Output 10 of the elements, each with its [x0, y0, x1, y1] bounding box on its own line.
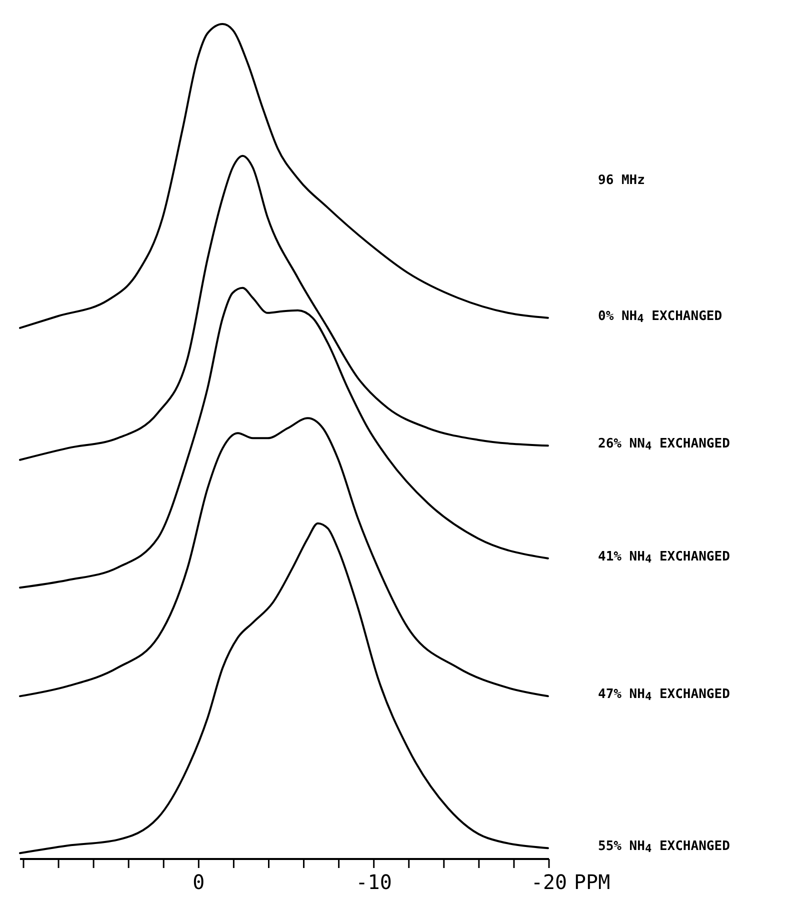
text: 26% NN$_{4}$ EXCHANGED [598, 436, 730, 452]
text: 47% NH$_{4}$ EXCHANGED [598, 686, 730, 703]
x-tick-label: 0 [192, 870, 205, 894]
x-tick-label: -20 [530, 870, 568, 894]
x-tick-label: -10 [356, 870, 392, 894]
text: 55% NH$_{4}$ EXCHANGED [598, 838, 730, 855]
x-axis-title: PPM [574, 870, 610, 894]
text: 41% NH$_{4}$ EXCHANGED [598, 548, 730, 566]
text: 0% NH$_{4}$ EXCHANGED [598, 308, 722, 325]
text: 96 MHz [598, 172, 645, 188]
